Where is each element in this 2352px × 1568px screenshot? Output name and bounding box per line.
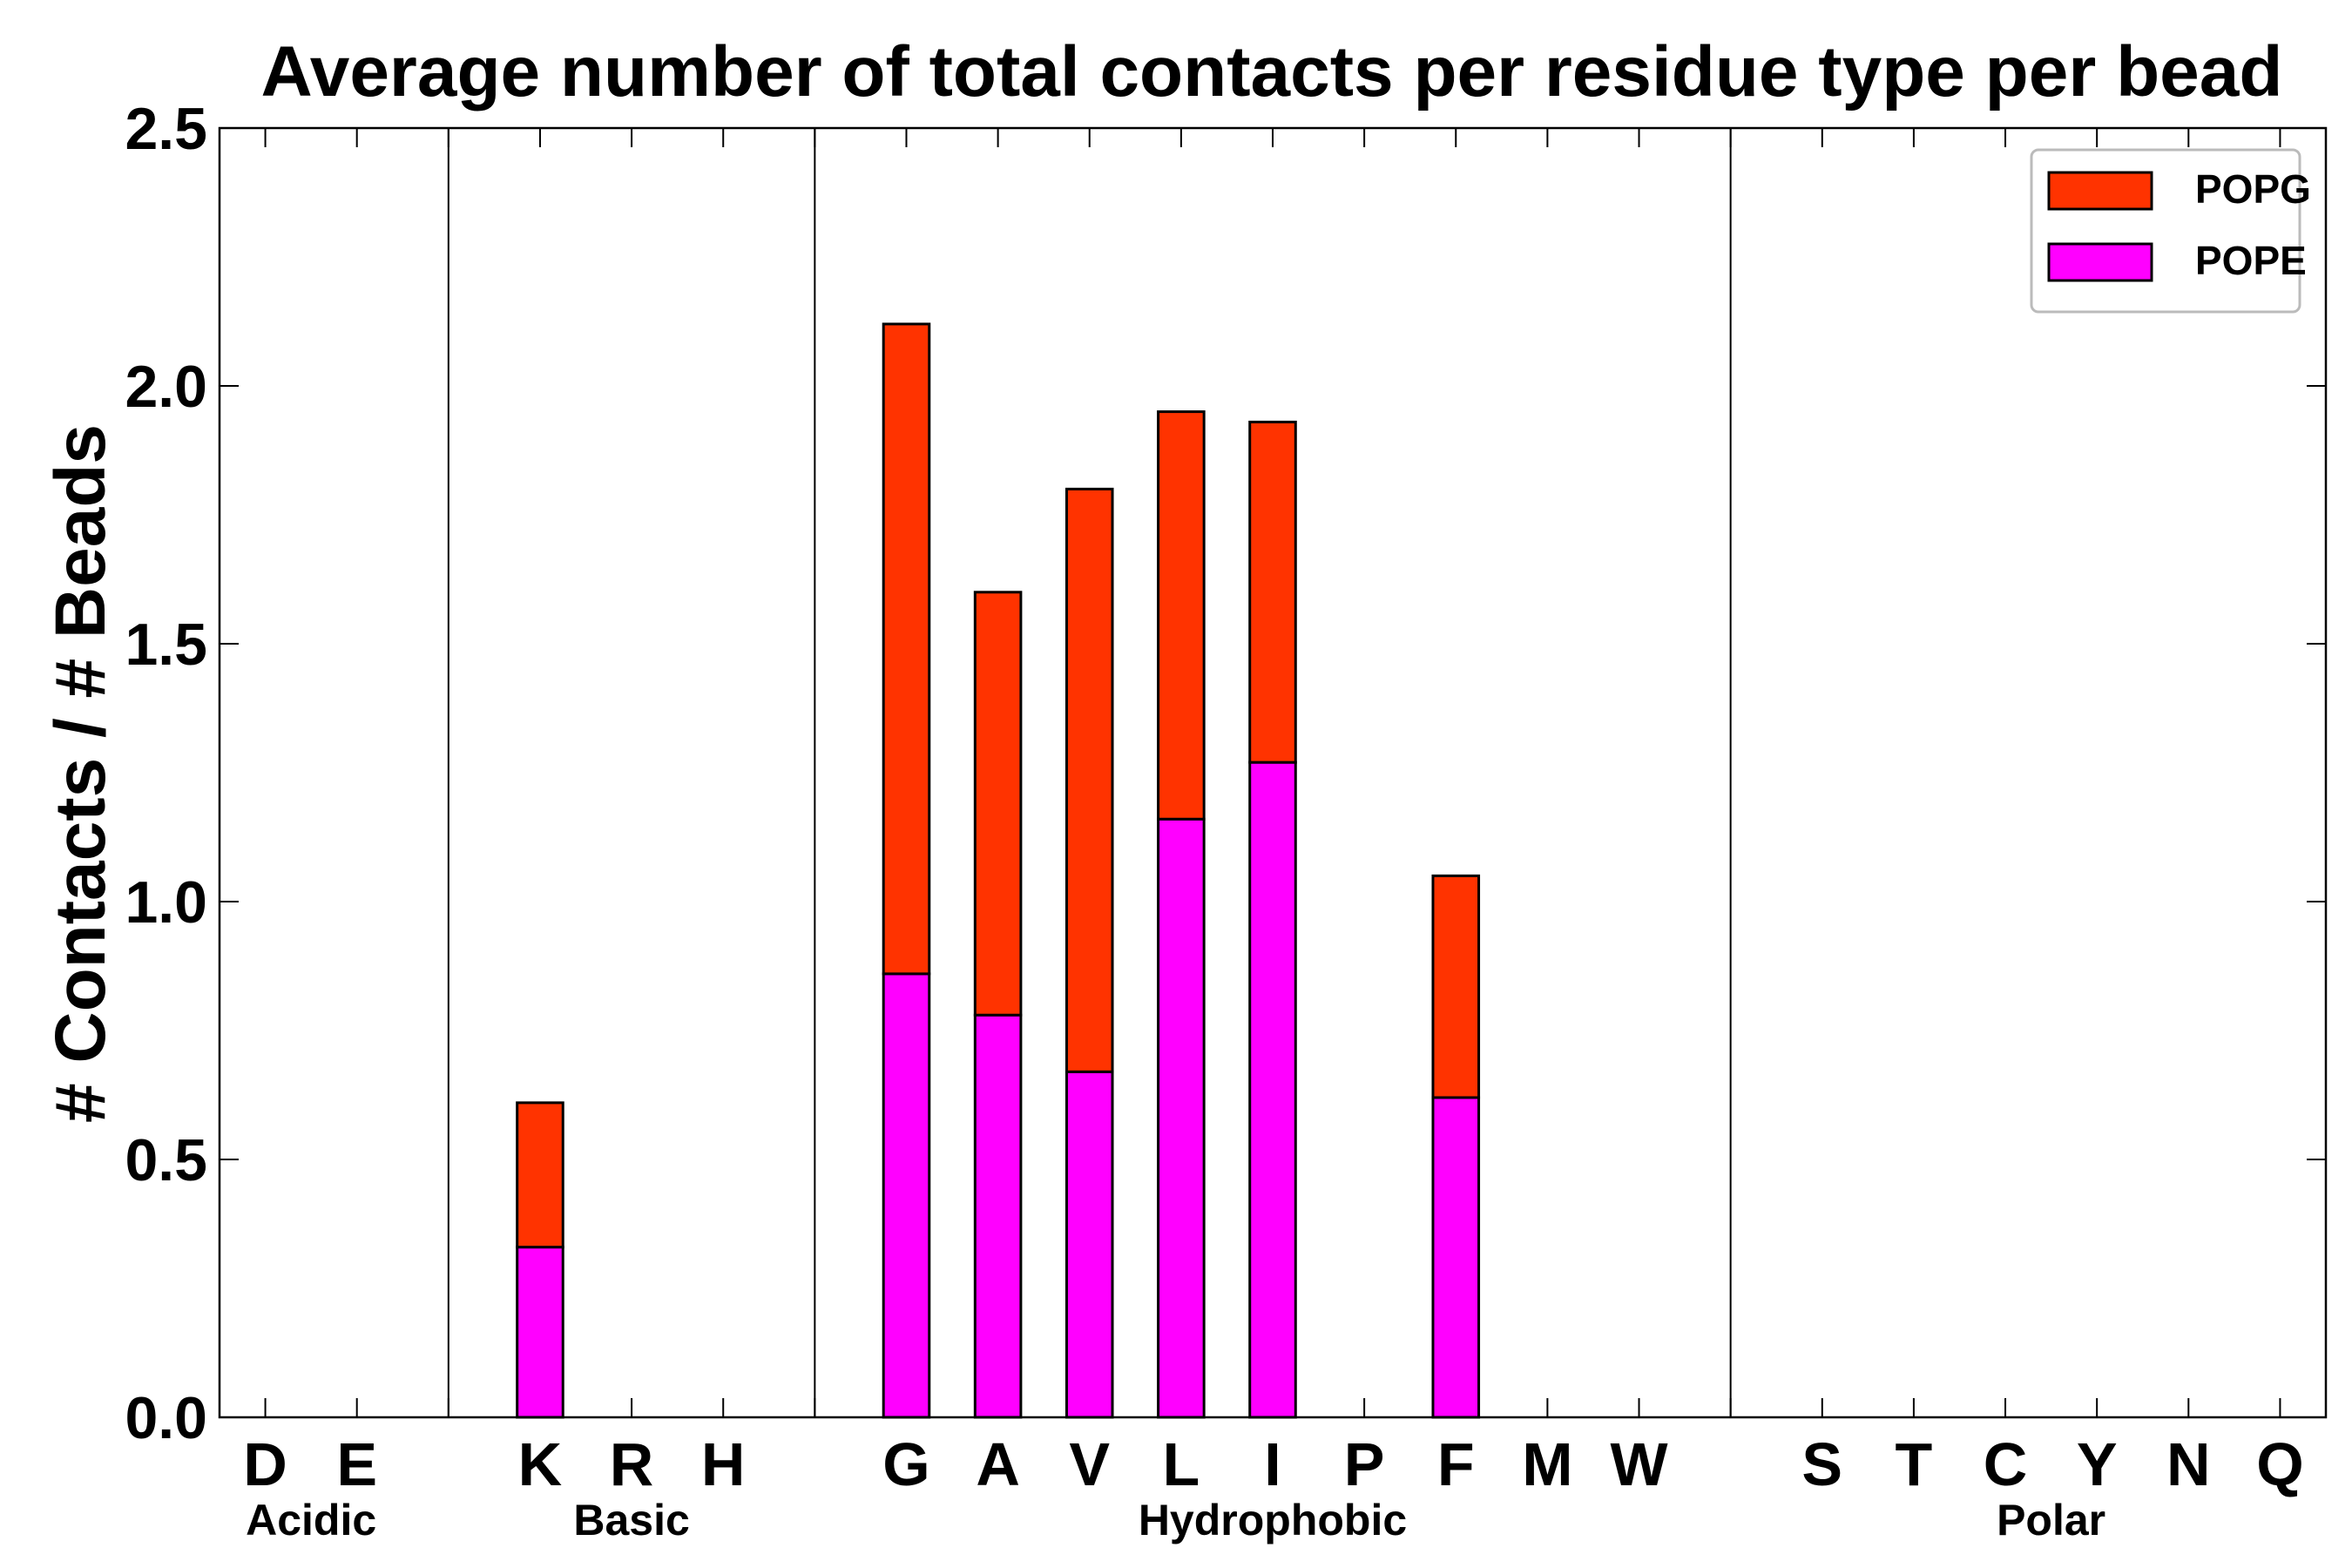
y-tick-label: 2.0: [125, 354, 207, 420]
bar-pope-F: [1431, 1096, 1481, 1419]
x-tick-label-R: R: [610, 1430, 654, 1498]
x-tick-label-N: N: [2166, 1430, 2211, 1498]
bar-pope-I: [1248, 760, 1297, 1419]
bar-pope-A: [973, 1013, 1023, 1419]
x-tick-label-I: I: [1264, 1430, 1281, 1498]
group-label-acidic: Acidic: [246, 1496, 376, 1544]
y-tick-label: 2.5: [125, 96, 207, 162]
x-tick-label-T: T: [1896, 1430, 1933, 1498]
y-tick-label: 0.5: [125, 1127, 207, 1193]
x-tick-label-F: F: [1437, 1430, 1475, 1498]
x-tick-label-Q: Q: [2256, 1430, 2303, 1498]
group-label-hydrophobic: Hydrophobic: [1139, 1496, 1407, 1544]
bar-popg-L: [1157, 410, 1206, 821]
y-tick-label: 0.0: [125, 1385, 207, 1451]
legend: POPG POPE: [2030, 148, 2311, 314]
x-tick-label-K: K: [518, 1430, 563, 1498]
plot-area: 0.0 0.5 1.0 1.5 2.0 2.5 D E K R H G A V L I P F M W S T C Y N Q Ac…: [125, 96, 2328, 1544]
group-label-polar: Polar: [1997, 1496, 2105, 1544]
x-tick-label-L: L: [1162, 1430, 1200, 1498]
x-tick-label-G: G: [882, 1430, 929, 1498]
legend-swatch-pope: [2047, 242, 2153, 282]
bar-popg-K: [516, 1101, 564, 1249]
bar-popg-I: [1248, 420, 1297, 764]
y-tick-label: 1.5: [125, 612, 207, 678]
chart-title: Average number of total contacts per res…: [261, 32, 2283, 112]
legend-label-pope: POPE: [2195, 238, 2307, 283]
bar-pope-G: [882, 972, 931, 1419]
bar-popg-F: [1431, 874, 1481, 1099]
x-tick-label-Y: Y: [2077, 1430, 2118, 1498]
bar-popg-V: [1064, 487, 1114, 1073]
x-tick-label-M: M: [1522, 1430, 1572, 1498]
bar-popg-A: [973, 591, 1023, 1017]
x-tick-label-P: P: [1344, 1430, 1385, 1498]
x-tick-label-W: W: [1610, 1430, 1667, 1498]
bar-pope-K: [516, 1246, 564, 1419]
x-tick-label-D: D: [243, 1430, 287, 1498]
x-tick-label-H: H: [701, 1430, 746, 1498]
x-tick-label-V: V: [1069, 1430, 1110, 1498]
legend-swatch-popg: [2047, 171, 2153, 211]
y-tick-label: 1.0: [125, 869, 207, 936]
group-label-basic: Basic: [573, 1496, 689, 1544]
x-tick-label-C: C: [1984, 1430, 2028, 1498]
x-tick-label-A: A: [976, 1430, 1020, 1498]
bar-pope-L: [1157, 817, 1206, 1419]
x-tick-label-S: S: [1801, 1430, 1842, 1498]
x-tick-label-E: E: [336, 1430, 377, 1498]
y-axis-label: # Contacts / # Beads: [41, 424, 120, 1123]
bar-pope-V: [1064, 1070, 1114, 1419]
legend-label-popg: POPG: [2195, 166, 2311, 212]
bar-popg-G: [882, 322, 931, 976]
